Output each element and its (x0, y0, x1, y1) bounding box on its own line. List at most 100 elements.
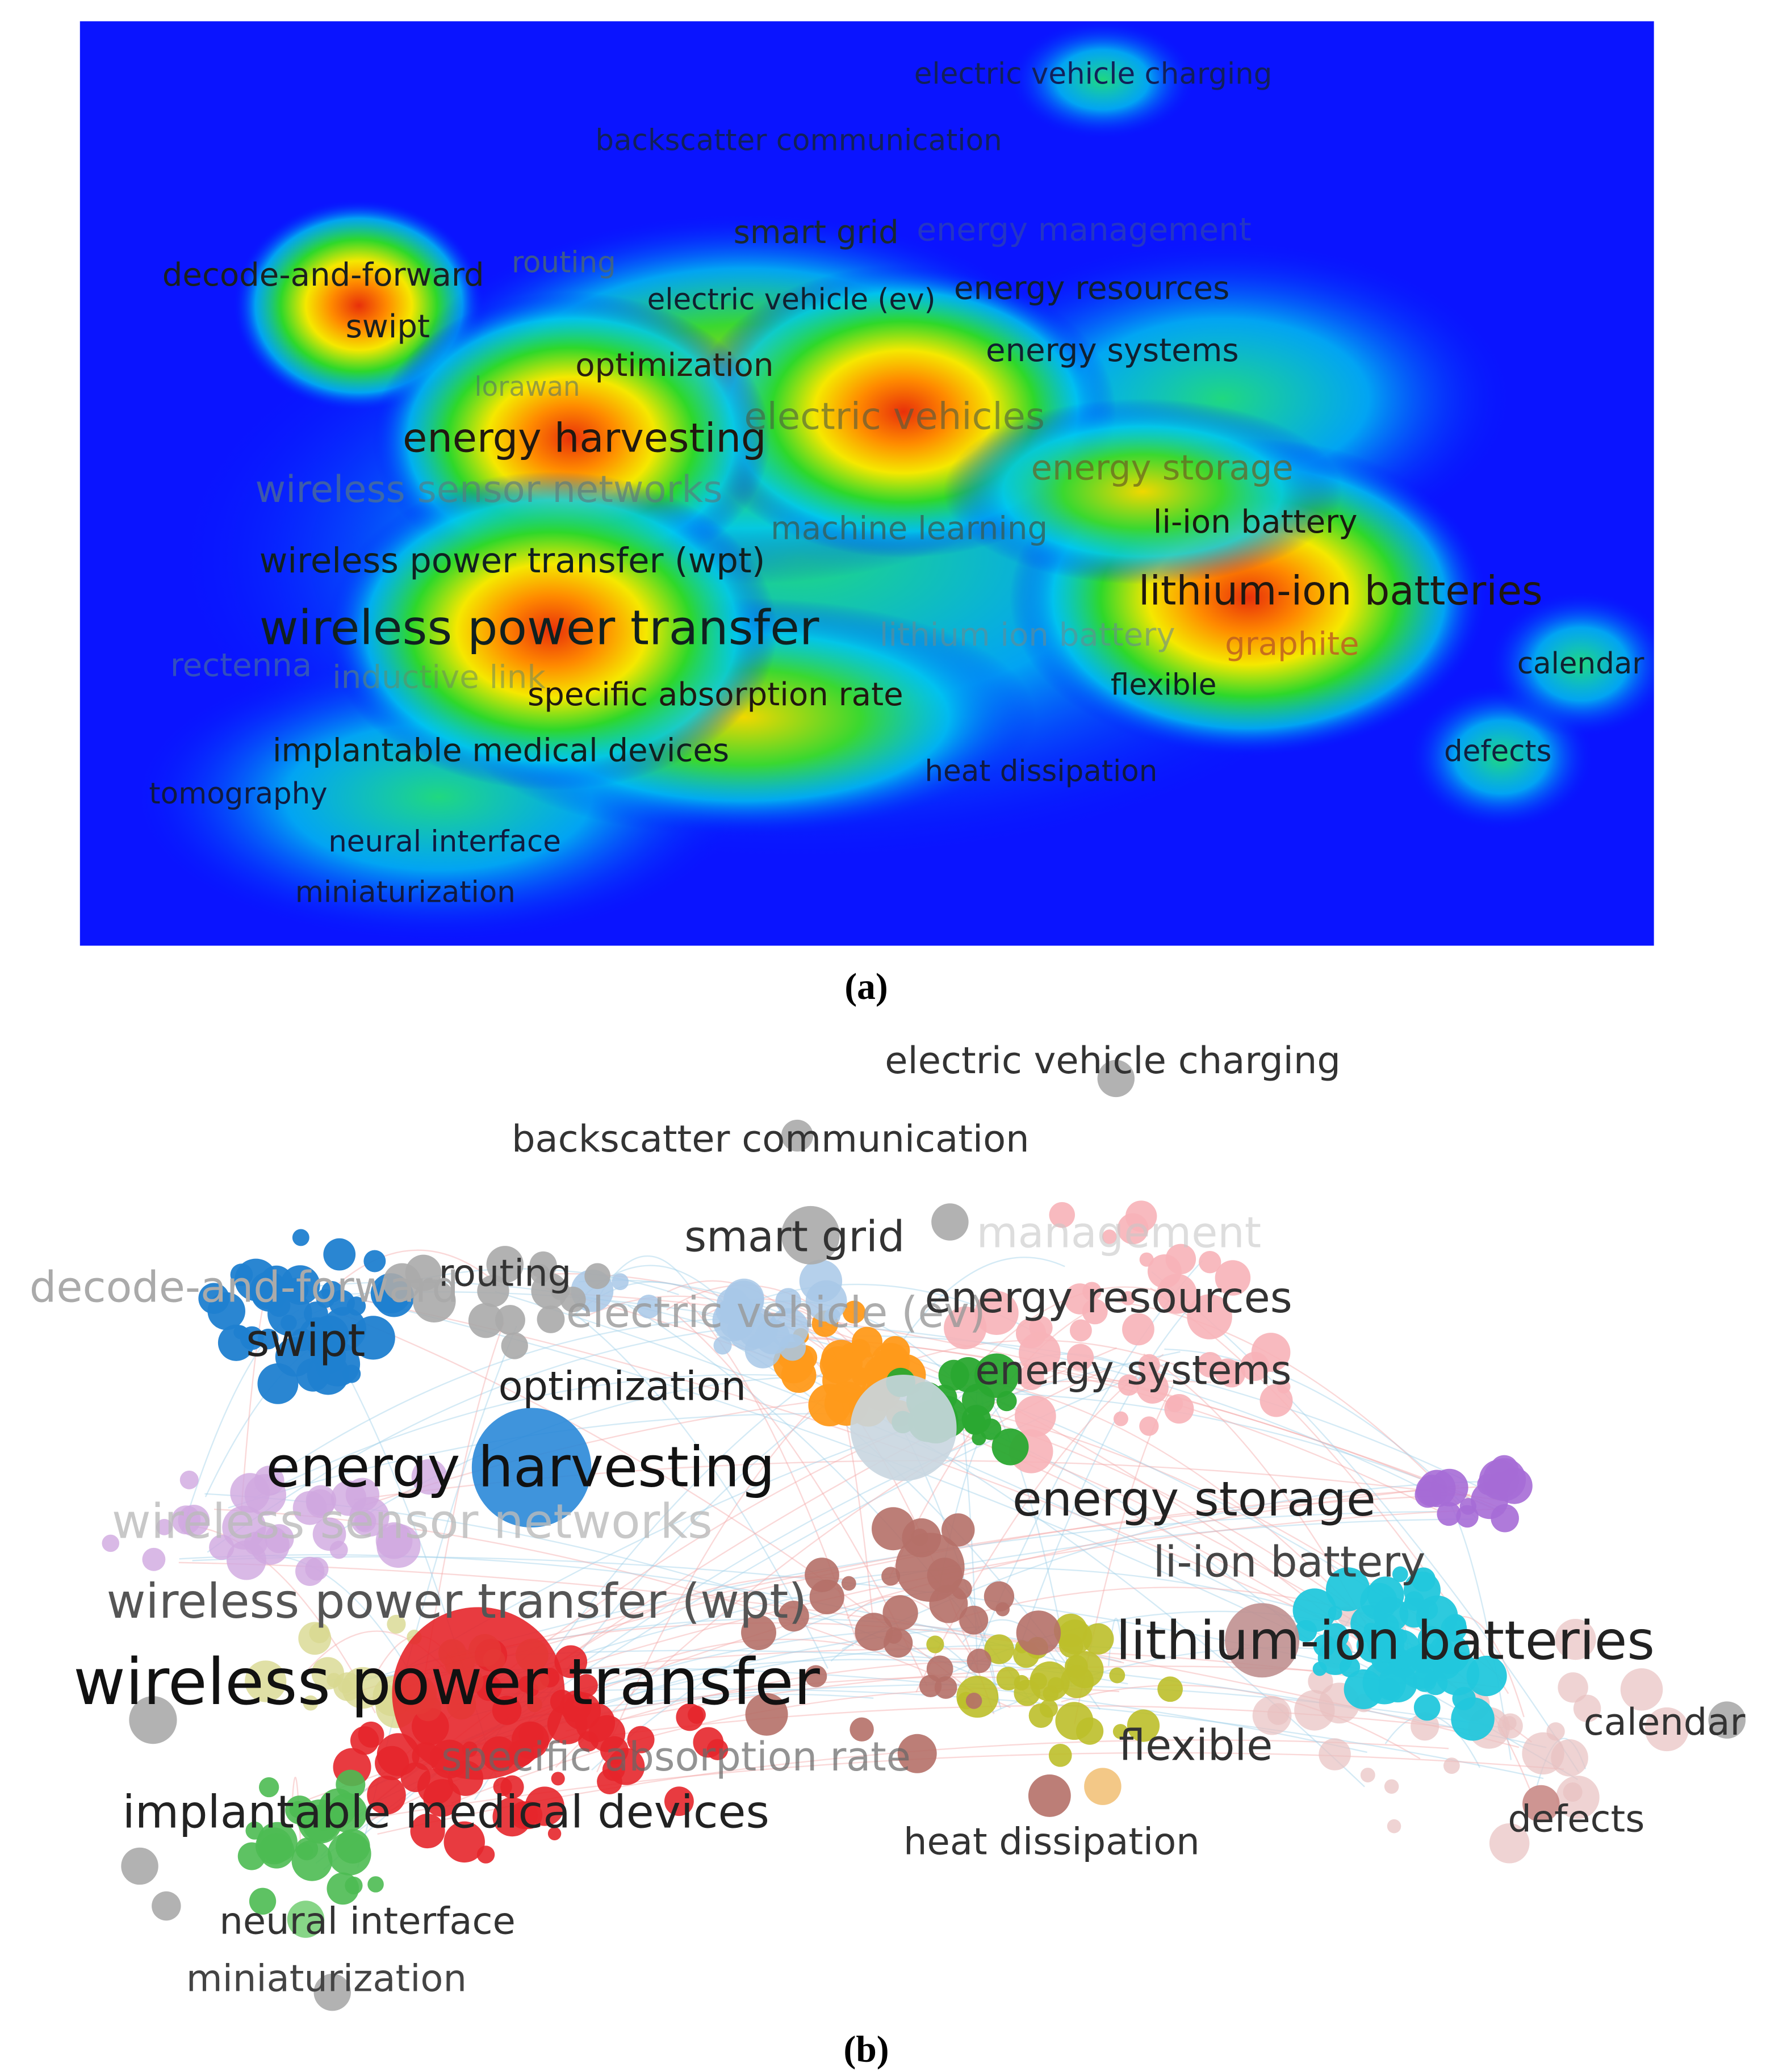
network-edge (457, 1508, 1512, 1705)
network-node (741, 1615, 776, 1651)
network-node (1066, 1343, 1094, 1371)
network-node (307, 1353, 349, 1395)
keyword-label: tomography (149, 777, 327, 811)
network-node (1139, 1416, 1159, 1436)
network-node (897, 1734, 937, 1773)
network-node (1039, 1699, 1058, 1718)
network-node (207, 1292, 246, 1330)
network-node (327, 1872, 359, 1905)
network-node (612, 1273, 629, 1291)
network-node (842, 1300, 866, 1324)
network-node (1199, 1251, 1221, 1274)
network-node (250, 1525, 290, 1565)
keyword-label: specific absorption rate (528, 676, 903, 713)
keyword-label: miniaturization (186, 1957, 467, 2000)
network-edge (337, 1375, 837, 1533)
network-node (1294, 1690, 1335, 1731)
network-node (258, 1833, 295, 1869)
keyword-label: routing (512, 246, 616, 280)
network-node (965, 1693, 982, 1709)
network-node (392, 1607, 565, 1780)
keyword-label: graphite (1225, 626, 1359, 663)
density-blob (325, 471, 777, 790)
network-node (1018, 1364, 1044, 1391)
network-node (1048, 1743, 1072, 1767)
network-edge (574, 1313, 828, 1669)
network-node (311, 1657, 344, 1690)
keyword-label: backscatter communication (595, 123, 1002, 157)
keyword-label: smart grid (684, 1212, 905, 1261)
network-node (413, 1279, 456, 1322)
density-blobs (133, 21, 1654, 943)
network-node (1069, 1319, 1092, 1342)
network-node (350, 1726, 379, 1755)
network-node (102, 1534, 120, 1552)
network-node (991, 1428, 1029, 1466)
keyword-label: wireless sensor networks (112, 1494, 713, 1550)
network-node (1015, 1318, 1047, 1349)
keyword-label: wireless power transfer (260, 600, 819, 655)
network-node (417, 1768, 454, 1805)
network-node (974, 1353, 1019, 1398)
keyword-label: flexible (1119, 1721, 1273, 1770)
network-node (944, 1306, 987, 1350)
network (102, 1060, 1746, 2011)
network-node (1644, 1707, 1689, 1752)
network-node (156, 1518, 173, 1535)
network-node (1028, 1774, 1071, 1817)
network-node (852, 1326, 883, 1358)
network-node (291, 1840, 333, 1881)
network-node (500, 1775, 524, 1799)
network-node (1339, 1656, 1361, 1677)
network-edge (192, 1556, 1367, 1672)
network-node (292, 1229, 309, 1246)
network-node (1120, 1291, 1136, 1305)
network-node (179, 1470, 199, 1489)
network-node (781, 1205, 840, 1265)
network-node (295, 1556, 325, 1586)
network-node (1112, 1724, 1128, 1739)
network-edge (591, 1588, 962, 1771)
network-node (1452, 1686, 1476, 1711)
network-node (1157, 1676, 1183, 1702)
network-node (1139, 1252, 1154, 1267)
network-node (1049, 1202, 1076, 1228)
network-node (1328, 1606, 1342, 1621)
network-node (841, 1576, 856, 1591)
network-node (1392, 1566, 1408, 1583)
network-node (336, 1769, 366, 1799)
network-node (152, 1891, 181, 1921)
density-blob (1010, 21, 1196, 140)
keyword-label: miniaturization (295, 875, 516, 909)
network-node (1147, 1254, 1182, 1288)
network-node (850, 1717, 874, 1742)
network-node (298, 1799, 342, 1844)
keyword-label: machine learning (771, 510, 1048, 547)
network-node (1064, 1655, 1088, 1678)
network-node (934, 1676, 957, 1699)
network-node (387, 1614, 406, 1634)
network-node (745, 1693, 788, 1736)
network-node (1573, 1694, 1601, 1723)
network-node (486, 1246, 524, 1283)
network-node (871, 1507, 915, 1551)
network-node (245, 1660, 287, 1702)
network-node (966, 1648, 991, 1673)
network-node (230, 1263, 253, 1286)
network-node (249, 1887, 277, 1915)
network-node (840, 1352, 863, 1375)
keyword-label: wireless power transfer (wpt) (107, 1573, 807, 1629)
network-node (313, 1973, 351, 2011)
keyword-label: decode-and-forward (162, 257, 484, 294)
network-node (129, 1696, 177, 1744)
keyword-label: lithium ion battery (880, 617, 1175, 654)
network-node (824, 1308, 841, 1325)
network-edge (1014, 1304, 1193, 1662)
keyword-label: implantable medical devices (123, 1786, 769, 1839)
network-node (602, 1758, 625, 1781)
network-node (287, 1901, 325, 1938)
network-node (1214, 1358, 1240, 1384)
network-edge (995, 1383, 1367, 1623)
network-node (121, 1847, 158, 1885)
